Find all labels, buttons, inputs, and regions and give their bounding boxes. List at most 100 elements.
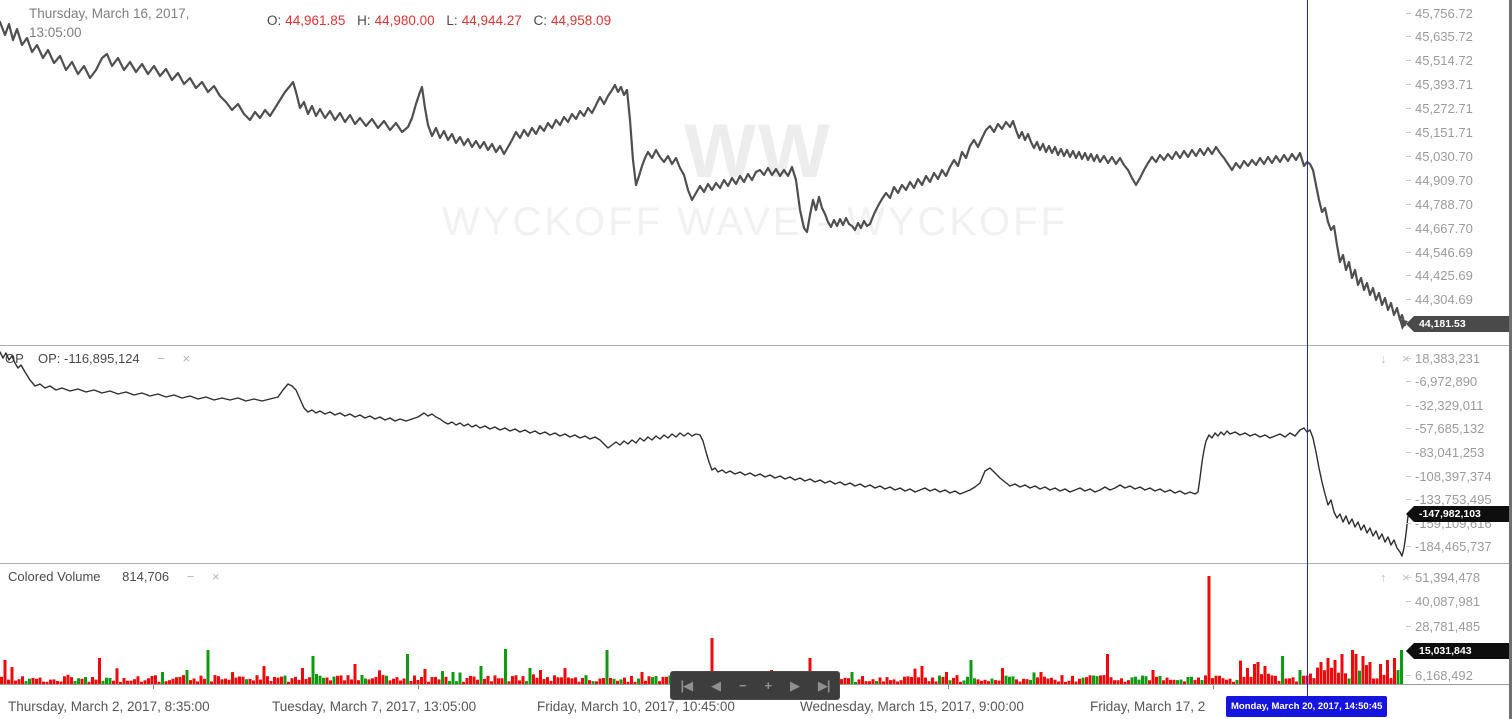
volume-bar-up — [385, 675, 388, 684]
volume-bar-up — [1144, 676, 1148, 684]
volume-bar-down — [514, 675, 518, 684]
volume-bar-down — [112, 680, 115, 684]
volume-bar-down — [1183, 681, 1186, 684]
volume-collapse-button[interactable]: − — [186, 569, 195, 584]
price-axis-tick-value: 45,756.72 — [1415, 5, 1473, 21]
op-remove-button[interactable]: × — [1402, 351, 1410, 366]
volume-bar-down — [1155, 676, 1158, 684]
volume-bar-down — [1270, 675, 1274, 684]
volume-bar-down — [297, 679, 301, 684]
price-axis-tick-value: 44,546.69 — [1415, 244, 1473, 260]
volume-bar-down — [367, 679, 371, 684]
volume-bar-up — [584, 675, 588, 684]
volume-bar-down — [952, 677, 955, 684]
volume-bar-down — [934, 681, 938, 684]
volume-bar-down — [126, 680, 129, 684]
volume-bar-down — [1151, 670, 1155, 684]
volume-bar-down — [308, 677, 311, 684]
volume-bar-up — [1358, 670, 1361, 684]
zoom-in-button[interactable]: + — [764, 678, 772, 693]
volume-bar-down — [598, 678, 602, 684]
panel-separator[interactable] — [0, 345, 1512, 346]
high-label: H: — [357, 13, 371, 28]
zoom-out-button[interactable]: − — [738, 678, 747, 693]
volume-bar-down — [1207, 576, 1211, 684]
volume-bar-up — [605, 650, 609, 684]
op-last-value-badge: -147,982,103 — [1406, 506, 1512, 522]
volume-bar-down — [1039, 672, 1043, 684]
volume-bar-down — [1204, 675, 1207, 684]
volume-close-button[interactable]: × — [211, 569, 220, 584]
volume-bar-down — [301, 668, 304, 684]
volume-bar-down — [1050, 677, 1053, 684]
volume-bar-down — [196, 681, 199, 684]
volume-bar-down — [1323, 670, 1326, 684]
price-axis-tick-value: 45,272.71 — [1415, 101, 1473, 117]
volume-bar-down — [178, 676, 182, 684]
op-axis-label: -83,041,253 — [1406, 445, 1512, 460]
volume-bar-down — [885, 677, 889, 684]
volume-bar-up — [1186, 677, 1190, 684]
volume-bar-down — [1109, 677, 1113, 684]
volume-remove-button[interactable]: × — [1402, 570, 1410, 585]
axis-tick — [1406, 404, 1411, 406]
volume-bar-down — [336, 675, 339, 684]
volume-bar-down — [1001, 668, 1004, 684]
volume-bar-down — [150, 676, 154, 684]
price-axis-tick-value: 44,667.70 — [1415, 220, 1473, 236]
volume-last-value-badge: 15,031,843 — [1406, 643, 1512, 659]
volume-bar-down — [210, 681, 213, 684]
op-axis-label: -133,753,495 — [1406, 492, 1512, 507]
pan-right-button[interactable]: ▶ — [789, 678, 800, 693]
volume-bar-down — [437, 679, 441, 684]
op-close-button[interactable]: × — [182, 351, 191, 366]
skip-to-start-button[interactable]: |◀ — [680, 678, 693, 693]
axis-tick — [1406, 357, 1411, 359]
volume-bar-down — [462, 681, 465, 684]
volume-bar-down — [1211, 678, 1214, 684]
volume-bar-down — [154, 675, 157, 684]
volume-bar-down — [248, 679, 252, 684]
volume-bar-down — [1120, 678, 1123, 684]
volume-bar-down — [413, 675, 416, 684]
volume-bar-down — [234, 677, 238, 684]
volume-bar-up — [938, 675, 941, 684]
volume-bar-down — [115, 668, 119, 684]
volume-bar-down — [63, 676, 66, 684]
volume-move-up-button[interactable]: ↑ — [1380, 570, 1387, 585]
volume-bar-down — [857, 679, 861, 684]
pan-left-button[interactable]: ◀ — [711, 678, 721, 693]
volume-bar-down — [1242, 676, 1246, 684]
op-axis-label: -32,329,011 — [1406, 398, 1512, 413]
volume-bar-up — [1400, 650, 1403, 684]
volume-bar-down — [500, 678, 504, 684]
volume-bar-up — [1130, 677, 1134, 684]
volume-bar-up — [108, 678, 112, 684]
volume-bar-down — [217, 676, 220, 684]
skip-to-end-button[interactable]: ▶| — [817, 678, 831, 693]
volume-bar-down — [353, 664, 357, 684]
op-collapse-button[interactable]: − — [157, 351, 165, 366]
volume-bar-down — [931, 677, 934, 684]
volume-bar-down — [1291, 677, 1295, 684]
volume-bar-down — [469, 675, 472, 684]
volume-bar-down — [878, 677, 882, 684]
volume-bar-down — [434, 677, 437, 684]
price-axis-label: 44,425.69 — [1406, 268, 1512, 283]
volume-panel-header: Colored Volume 814,706 − × — [8, 569, 220, 584]
axis-tick — [1406, 576, 1411, 578]
price-axis-label: 45,151.71 — [1406, 125, 1512, 140]
volume-bar-down — [465, 678, 469, 684]
op-move-down-button[interactable]: ↓ — [1380, 351, 1387, 366]
volume-bar-down — [1169, 679, 1172, 684]
price-axis-label: 45,272.71 — [1406, 101, 1512, 117]
volume-bar-down — [507, 681, 511, 684]
volume-bar-up — [654, 676, 658, 684]
volume-bar-up — [1158, 676, 1162, 684]
panel-separator[interactable] — [0, 563, 1512, 564]
volume-axis-label: 6,168,492 — [1406, 668, 1512, 683]
low-label: L: — [446, 13, 458, 28]
volume-bar-down — [493, 675, 497, 684]
volume-bar-down — [241, 676, 245, 684]
